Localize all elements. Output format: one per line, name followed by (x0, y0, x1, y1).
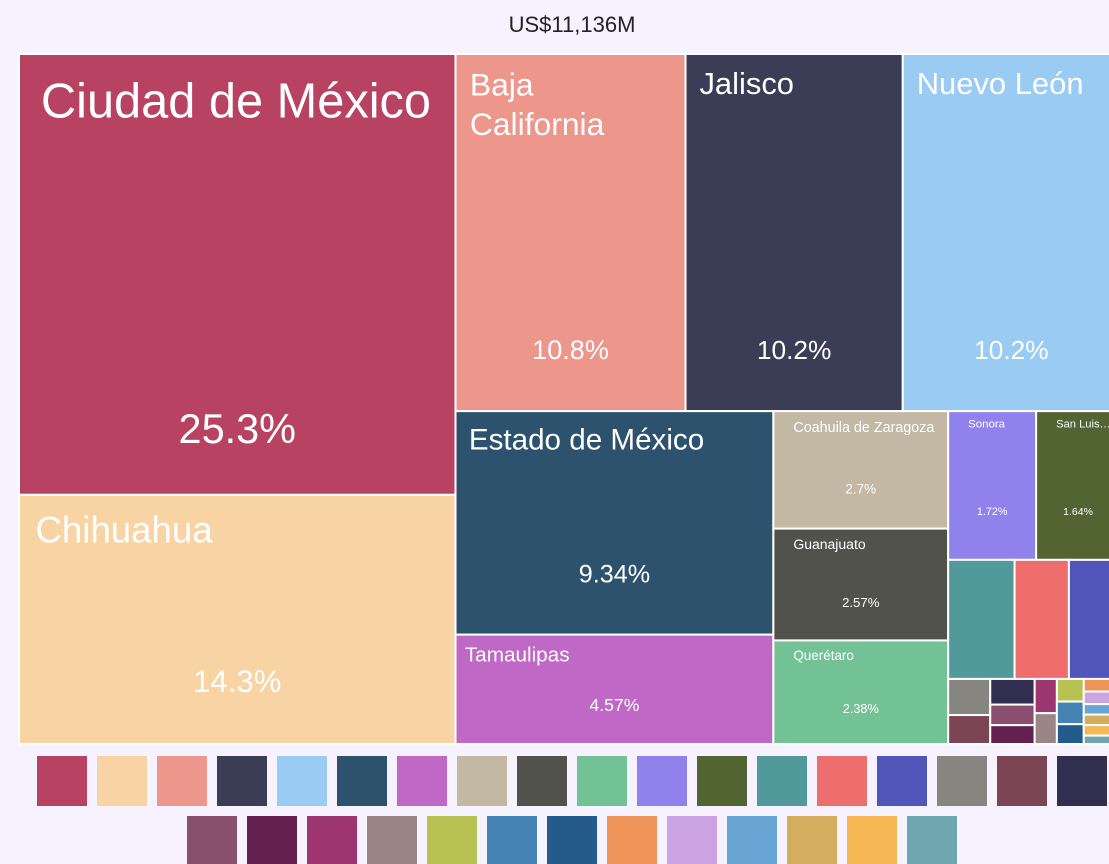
legend-swatch[interactable] (187, 816, 237, 864)
tile (1035, 410, 1109, 561)
tile-label: Guanajuato (793, 536, 865, 552)
tile (901, 53, 1109, 413)
legend-swatch[interactable] (337, 756, 387, 806)
tile (1082, 690, 1109, 706)
legend-swatch[interactable] (697, 756, 747, 806)
legend-swatch[interactable] (1057, 756, 1107, 806)
tile-label: Ciudad de México (41, 74, 431, 128)
legend-swatch[interactable] (997, 756, 1047, 806)
legend-swatch[interactable] (937, 756, 987, 806)
tile (454, 53, 687, 413)
legend-swatch[interactable] (787, 816, 837, 864)
tile-label: San Luis… (1056, 418, 1109, 430)
tile (989, 724, 1036, 746)
tile (1033, 677, 1058, 715)
tile-label: Jalisco (699, 66, 794, 101)
value-label: 14.3% (193, 664, 281, 699)
tile (1082, 713, 1109, 727)
value-label: 1.64% (1063, 506, 1093, 518)
legend-swatch[interactable] (37, 756, 87, 806)
legend-swatch[interactable] (727, 816, 777, 864)
tile (1055, 700, 1085, 726)
value-label: 10.2% (974, 335, 1049, 365)
tile-label: Chihuahua (35, 509, 213, 550)
legend-swatch[interactable] (307, 816, 357, 864)
legend-swatch[interactable] (457, 756, 507, 806)
legend-swatch[interactable] (607, 816, 657, 864)
value-label: 10.8% (532, 335, 609, 365)
tile (1082, 724, 1109, 737)
legend-swatch[interactable] (367, 816, 417, 864)
value-label: 25.3% (179, 405, 296, 452)
tile (1033, 712, 1058, 746)
tile (1082, 703, 1109, 716)
tile (947, 714, 992, 746)
value-label: 2.57% (842, 595, 880, 610)
tile-label: Sonora (968, 419, 1005, 431)
legend-swatch[interactable] (667, 816, 717, 864)
value-label: 9.34% (579, 561, 650, 589)
legend-swatch[interactable] (157, 756, 207, 806)
tile (947, 558, 1016, 680)
legend-swatch[interactable] (907, 816, 957, 864)
tile (1055, 677, 1085, 703)
tile-label: Tamaulipas (465, 644, 570, 667)
legend-swatch[interactable] (487, 816, 537, 864)
tile (1013, 558, 1070, 680)
value-label: 4.57% (589, 695, 639, 715)
legend-swatch[interactable] (817, 756, 867, 806)
legend-swatch[interactable] (517, 756, 567, 806)
legend-swatch[interactable] (757, 756, 807, 806)
tile (684, 53, 904, 413)
treemap: Ciudad de México 25.3% Chihuahua 14.3% Baja C… (18, 53, 1109, 746)
legend-swatch[interactable] (97, 756, 147, 806)
legend-swatch[interactable] (247, 816, 297, 864)
legend-swatch[interactable] (277, 756, 327, 806)
tile (1082, 734, 1109, 745)
legend-swatch[interactable] (427, 816, 477, 864)
tile (1067, 558, 1109, 680)
legend-swatch[interactable] (847, 816, 897, 864)
tile (18, 53, 457, 496)
tile (454, 633, 775, 745)
legend-swatch[interactable] (877, 756, 927, 806)
legend-swatch[interactable] (397, 756, 447, 806)
tile (1055, 723, 1085, 746)
legend-swatch[interactable] (547, 816, 597, 864)
tile-label: Estado de México (469, 424, 704, 457)
tile (1082, 677, 1109, 693)
chart-title: US$11,136M (509, 12, 636, 37)
value-label: 2.38% (843, 702, 879, 716)
legend-swatch[interactable] (637, 756, 687, 806)
tile (18, 493, 457, 746)
tile (947, 677, 992, 717)
tile-label: Querétaro (793, 648, 854, 663)
legend-swatch[interactable] (217, 756, 267, 806)
tile (947, 410, 1038, 561)
tile-label: Nuevo León (917, 66, 1084, 101)
tile-label: Coahuila de Zaragoza (793, 420, 934, 436)
value-label: 2.7% (845, 481, 876, 496)
legend-swatch[interactable] (577, 756, 627, 806)
tile (989, 703, 1036, 727)
value-label: 1.72% (977, 506, 1008, 518)
tile (772, 639, 950, 745)
tile (989, 677, 1036, 706)
tile-label: Baja California (470, 66, 605, 142)
value-label: 10.2% (757, 335, 832, 365)
tile (454, 410, 775, 636)
